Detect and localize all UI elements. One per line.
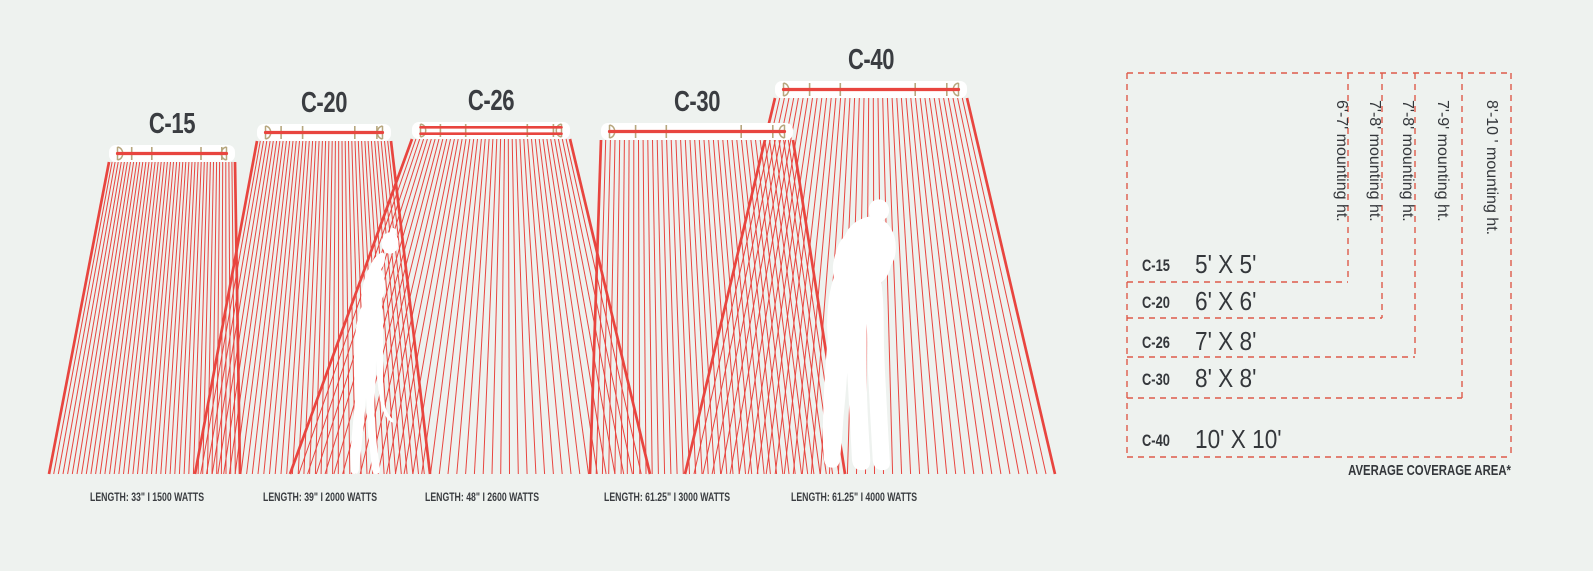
svg-text:8' X 8': 8' X 8' [1195, 363, 1256, 393]
svg-text:7'-8' mounting ht.: 7'-8' mounting ht. [1399, 100, 1416, 222]
svg-text:LENGTH: 33" I 1500 WATTS: LENGTH: 33" I 1500 WATTS [90, 492, 204, 504]
svg-text:C-30: C-30 [1142, 370, 1170, 389]
svg-text:AVERAGE COVERAGE AREA*: AVERAGE COVERAGE AREA* [1348, 462, 1511, 479]
svg-text:C-30: C-30 [674, 86, 720, 118]
svg-text:7' X 8': 7' X 8' [1195, 326, 1256, 356]
svg-text:C-20: C-20 [1142, 293, 1170, 312]
svg-text:C-26: C-26 [1142, 333, 1170, 352]
svg-text:LENGTH: 61.25" I 3000 WATTS: LENGTH: 61.25" I 3000 WATTS [604, 492, 730, 504]
svg-text:C-15: C-15 [149, 108, 196, 140]
svg-text:LENGTH: 61.25" I 4000 WATTS: LENGTH: 61.25" I 4000 WATTS [791, 492, 917, 504]
svg-text:6'-7' mounting ht.: 6'-7' mounting ht. [1333, 100, 1350, 222]
svg-text:C-15: C-15 [1142, 256, 1170, 275]
svg-text:10' X 10': 10' X 10' [1195, 424, 1282, 454]
svg-text:7'-9' mounting ht.: 7'-9' mounting ht. [1434, 100, 1451, 222]
svg-text:8'-10 ' mounting ht.: 8'-10 ' mounting ht. [1483, 100, 1500, 235]
svg-text:5' X 5': 5' X 5' [1195, 249, 1256, 279]
svg-text:C-20: C-20 [301, 87, 347, 119]
svg-text:C-26: C-26 [468, 85, 515, 117]
svg-text:LENGTH: 48" I 2600 WATTS: LENGTH: 48" I 2600 WATTS [425, 492, 539, 504]
svg-text:6' X 6': 6' X 6' [1195, 286, 1256, 316]
svg-text:C-40: C-40 [1142, 431, 1170, 450]
svg-text:LENGTH: 39" I 2000 WATTS: LENGTH: 39" I 2000 WATTS [263, 492, 377, 504]
svg-text:C-40: C-40 [848, 44, 894, 76]
svg-text:7'-8' mounting ht.: 7'-8' mounting ht. [1366, 100, 1383, 222]
